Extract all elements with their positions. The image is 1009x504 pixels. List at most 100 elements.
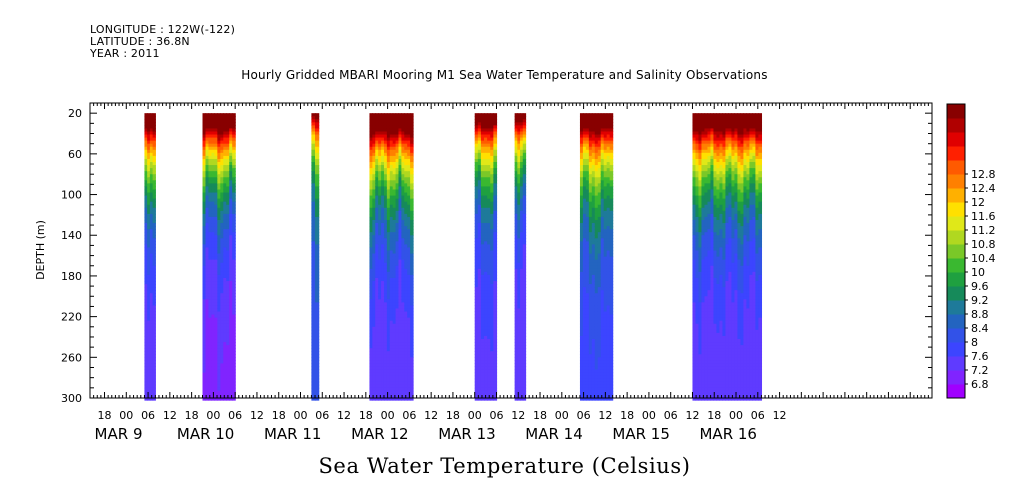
heatmap-cell bbox=[487, 177, 491, 181]
heatmap-cell bbox=[211, 232, 215, 236]
heatmap-cell bbox=[588, 183, 593, 188]
heatmap-cell bbox=[208, 155, 213, 160]
heatmap-cell bbox=[522, 201, 527, 206]
heatmap-cell bbox=[202, 320, 207, 325]
heatmap-cell bbox=[484, 326, 488, 331]
heatmap-cell bbox=[208, 354, 213, 358]
heatmap-cell bbox=[147, 293, 151, 297]
heatmap-cell bbox=[372, 174, 376, 178]
heatmap-cell bbox=[220, 168, 224, 172]
heatmap-cell bbox=[392, 152, 397, 157]
heatmap-cell bbox=[582, 274, 587, 279]
heatmap-cell bbox=[226, 369, 230, 374]
heatmap-cell bbox=[487, 296, 491, 300]
heatmap-cell bbox=[152, 372, 156, 377]
heatmap-cell bbox=[484, 207, 488, 212]
heatmap-cell bbox=[392, 351, 397, 355]
heatmap-cell bbox=[386, 326, 391, 331]
heatmap-cell bbox=[579, 372, 584, 377]
heatmap-cell bbox=[490, 158, 494, 163]
heatmap-cell bbox=[392, 232, 397, 236]
heatmap-cell bbox=[229, 390, 233, 395]
heatmap-cell bbox=[378, 213, 382, 218]
heatmap-cell bbox=[381, 195, 385, 200]
heatmap-cell bbox=[232, 271, 236, 276]
heatmap-cell bbox=[232, 323, 236, 328]
heatmap-cell bbox=[490, 244, 494, 249]
heatmap-cell bbox=[603, 201, 608, 206]
heatmap-cell bbox=[401, 302, 405, 307]
heatmap-cell bbox=[597, 271, 602, 276]
heatmap-cell bbox=[600, 393, 605, 398]
heatmap-cell bbox=[205, 317, 210, 322]
heatmap-cell bbox=[522, 287, 527, 291]
heatmap-cell bbox=[398, 134, 402, 139]
heatmap-cell bbox=[386, 311, 391, 316]
heatmap-cell bbox=[522, 342, 527, 346]
heatmap-cell bbox=[582, 155, 587, 160]
heatmap-cell bbox=[386, 204, 391, 209]
heatmap-cell bbox=[220, 201, 224, 206]
heatmap-cell bbox=[381, 290, 385, 294]
heatmap-cell bbox=[487, 244, 491, 249]
heatmap-cell bbox=[369, 232, 373, 236]
heatmap-cell bbox=[392, 238, 397, 242]
heatmap-cell bbox=[490, 216, 494, 221]
heatmap-cell bbox=[232, 396, 236, 401]
heatmap-cell bbox=[386, 360, 391, 365]
heatmap-cell bbox=[383, 381, 388, 386]
heatmap-cell bbox=[588, 329, 593, 334]
heatmap-cell bbox=[474, 229, 479, 233]
heatmap-cell bbox=[389, 378, 394, 383]
heatmap-cell bbox=[381, 155, 385, 160]
heatmap-cell bbox=[226, 366, 230, 371]
heatmap-cell bbox=[579, 351, 584, 355]
heatmap-cell bbox=[214, 216, 218, 221]
heatmap-cell bbox=[600, 168, 605, 172]
heatmap-cell bbox=[229, 363, 233, 368]
heatmap-cell bbox=[522, 396, 527, 401]
heatmap-cell bbox=[383, 372, 388, 377]
heatmap-cell bbox=[603, 296, 608, 300]
heatmap-cell bbox=[490, 232, 494, 236]
heatmap-cell bbox=[395, 247, 400, 252]
heatmap-cell bbox=[600, 149, 605, 154]
heatmap-cell bbox=[594, 119, 599, 123]
heatmap-cell bbox=[378, 387, 382, 392]
heatmap-cell bbox=[392, 332, 397, 337]
heatmap-cell bbox=[520, 229, 524, 233]
heatmap-cell bbox=[229, 271, 233, 276]
heatmap-cell bbox=[152, 213, 156, 218]
heatmap-cell bbox=[229, 244, 233, 249]
heatmap-cell bbox=[202, 387, 207, 392]
heatmap-cell bbox=[603, 210, 608, 215]
heatmap-cell bbox=[477, 116, 482, 120]
heatmap-cell bbox=[594, 183, 599, 188]
heatmap-cell bbox=[591, 314, 596, 319]
heatmap-cell bbox=[579, 271, 584, 276]
heatmap-cell bbox=[603, 140, 608, 145]
heatmap-cell bbox=[395, 122, 400, 126]
heatmap-cell bbox=[579, 329, 584, 334]
heatmap-cell bbox=[389, 149, 394, 154]
heatmap-cell bbox=[520, 192, 524, 197]
heatmap-cell bbox=[202, 314, 207, 319]
heatmap-cell bbox=[398, 342, 402, 346]
heatmap-cell bbox=[474, 198, 479, 203]
heatmap-cell bbox=[474, 256, 479, 261]
heatmap-cell bbox=[386, 195, 391, 200]
heatmap-cell bbox=[381, 192, 385, 197]
heatmap-cell bbox=[490, 131, 494, 136]
heatmap-cell bbox=[493, 192, 498, 197]
heatmap-cell bbox=[217, 207, 221, 212]
heatmap-cell bbox=[202, 131, 207, 136]
heatmap-cell bbox=[410, 360, 414, 365]
heatmap-cell bbox=[594, 290, 599, 294]
heatmap-cell bbox=[407, 351, 411, 355]
heatmap-cell bbox=[378, 348, 382, 352]
heatmap-cell bbox=[490, 250, 494, 255]
heatmap-cell bbox=[149, 219, 154, 224]
heatmap-cell bbox=[401, 323, 405, 328]
heatmap-cell bbox=[490, 265, 494, 270]
heatmap-cell bbox=[311, 116, 316, 120]
